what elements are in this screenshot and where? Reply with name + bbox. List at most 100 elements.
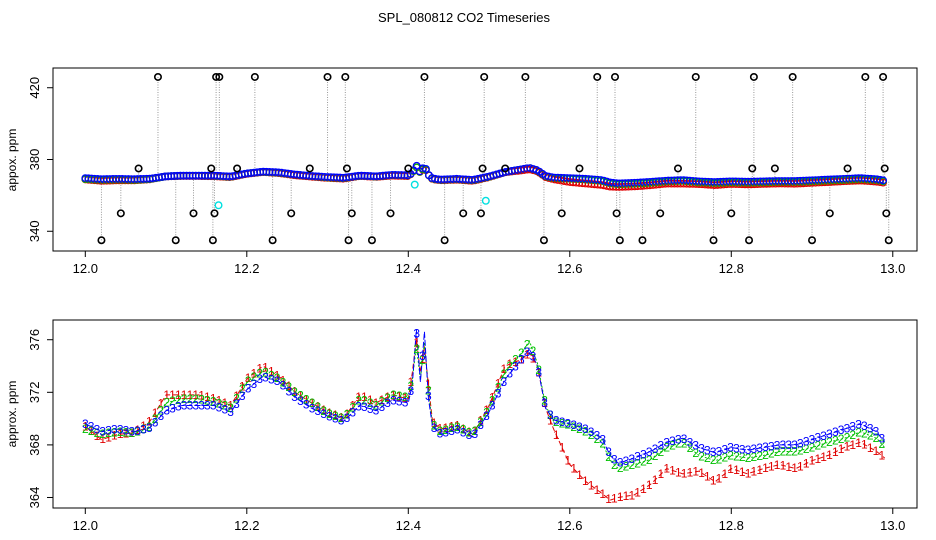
series2-point-label: 2 xyxy=(210,394,217,408)
series1-point-label: 1 xyxy=(471,424,478,438)
series3-point-label: 3 xyxy=(280,379,287,393)
series1-point-label: 1 xyxy=(256,362,263,376)
series1-point-label: 1 xyxy=(99,432,106,446)
series3-point-label: 3 xyxy=(727,441,734,455)
series3-point-label: 3 xyxy=(309,401,316,415)
series2-point-label: 2 xyxy=(762,448,769,462)
series2-point-label: 2 xyxy=(838,432,845,446)
series2-point-label: 2 xyxy=(297,389,304,403)
outlier-point xyxy=(268,236,277,245)
series3-point xyxy=(421,164,430,173)
series2-point-label: 2 xyxy=(588,428,595,442)
series3-point-label: 3 xyxy=(826,427,833,441)
series1-point-label: 1 xyxy=(163,388,170,402)
series2-point-label: 2 xyxy=(541,393,548,407)
series3-point-label: 3 xyxy=(780,438,787,452)
series3-point-label: 3 xyxy=(297,394,304,408)
series2-point-label: 2 xyxy=(349,401,356,415)
series3-point-label: 3 xyxy=(384,396,391,410)
series2-point-label: 2 xyxy=(512,352,519,366)
series3-point-label: 3 xyxy=(873,424,880,438)
overview-x-tick-label: 12.0 xyxy=(73,261,98,276)
series1-point-label: 1 xyxy=(669,463,676,477)
series3-point-label: 3 xyxy=(181,398,188,412)
detail-plot-frame xyxy=(52,319,918,509)
outlier-point xyxy=(884,236,893,245)
series2-point-label: 2 xyxy=(198,392,205,406)
series1-point-label: 1 xyxy=(262,361,269,375)
series3-point-label: 3 xyxy=(704,443,711,457)
series1-point-label: 1 xyxy=(158,396,165,410)
series2-point-label: 2 xyxy=(628,458,635,472)
series2-point-label: 2 xyxy=(692,446,699,460)
detail-y-tick-label: 376 xyxy=(27,329,42,351)
series2-point-label: 2 xyxy=(466,425,473,439)
series1-point-label: 1 xyxy=(245,371,252,385)
series1-point-label: 1 xyxy=(791,461,798,475)
series1-point-label: 1 xyxy=(105,430,112,444)
series3-point-label: 3 xyxy=(669,434,676,448)
series2-point-label: 2 xyxy=(99,427,106,441)
series1-point-label: 1 xyxy=(797,459,804,473)
series2-point-label: 2 xyxy=(216,396,223,410)
series3-point-label: 3 xyxy=(489,398,496,412)
series2-point-label: 2 xyxy=(623,460,630,474)
series3-point-label: 3 xyxy=(402,395,409,409)
series2-point-label: 2 xyxy=(111,425,118,439)
series3-point-label: 3 xyxy=(82,417,89,431)
series1-point-label: 1 xyxy=(454,419,461,433)
series2-point-label: 2 xyxy=(849,428,856,442)
detail-x-tick-label: 12.2 xyxy=(234,518,259,533)
series1-point-label: 1 xyxy=(88,424,95,438)
series3-point-label: 3 xyxy=(454,422,461,436)
series3-point-label: 3 xyxy=(187,398,194,412)
series1-point-label: 1 xyxy=(518,352,525,366)
outlier-point xyxy=(843,164,852,173)
series2-point-label: 2 xyxy=(652,449,659,463)
series1-point-label: 1 xyxy=(535,366,542,380)
overview-x-tick-label: 12.4 xyxy=(396,261,421,276)
series3-point-label: 3 xyxy=(698,441,705,455)
series1-point-label: 1 xyxy=(599,487,606,501)
series3-point-label: 3 xyxy=(582,422,589,436)
series2-point-label: 2 xyxy=(756,449,763,463)
overview-x-tick-label: 13.0 xyxy=(880,261,905,276)
series3-point-label: 3 xyxy=(344,411,351,425)
outlier-point xyxy=(539,236,548,245)
series3-point-label: 3 xyxy=(652,442,659,456)
outlier-point xyxy=(153,72,162,81)
series1-point-label: 1 xyxy=(344,407,351,421)
series3-point-label: 3 xyxy=(291,390,298,404)
series3-point-label: 3 xyxy=(355,400,362,414)
series1-point-label: 1 xyxy=(524,348,531,362)
series2-point-label: 2 xyxy=(105,426,112,440)
series1-point-label: 1 xyxy=(297,389,304,403)
series1-point-label: 1 xyxy=(489,391,496,405)
series3-point-label: 3 xyxy=(721,443,728,457)
outlier-point xyxy=(342,164,351,173)
series2-point-label: 2 xyxy=(274,371,281,385)
outlier-point xyxy=(440,236,449,245)
series1-point-label: 1 xyxy=(425,377,432,391)
outlier-point xyxy=(323,72,332,81)
series1-point-label: 1 xyxy=(204,390,211,404)
series1-point-label: 1 xyxy=(739,465,746,479)
series1-point-label: 1 xyxy=(570,462,577,476)
series3-point-label: 3 xyxy=(437,427,444,441)
series2-point-label: 2 xyxy=(367,396,374,410)
series2-point-label: 2 xyxy=(158,403,165,417)
series1-point-label: 1 xyxy=(152,406,159,420)
series2-point-label: 2 xyxy=(785,444,792,458)
series3-point-label: 3 xyxy=(111,423,118,437)
series3-point-label: 3 xyxy=(210,398,217,412)
series3-point-label: 3 xyxy=(710,445,717,459)
outlier-point xyxy=(344,236,353,245)
series2-point-label: 2 xyxy=(169,394,176,408)
series3-point-label: 3 xyxy=(791,438,798,452)
series3-point-label: 3 xyxy=(861,419,868,433)
series2-point-label: 2 xyxy=(326,407,333,421)
series3-point-label: 3 xyxy=(495,387,502,401)
outlier-point xyxy=(480,72,489,81)
series2-point-label: 2 xyxy=(425,383,432,397)
outlier-point xyxy=(501,164,510,173)
